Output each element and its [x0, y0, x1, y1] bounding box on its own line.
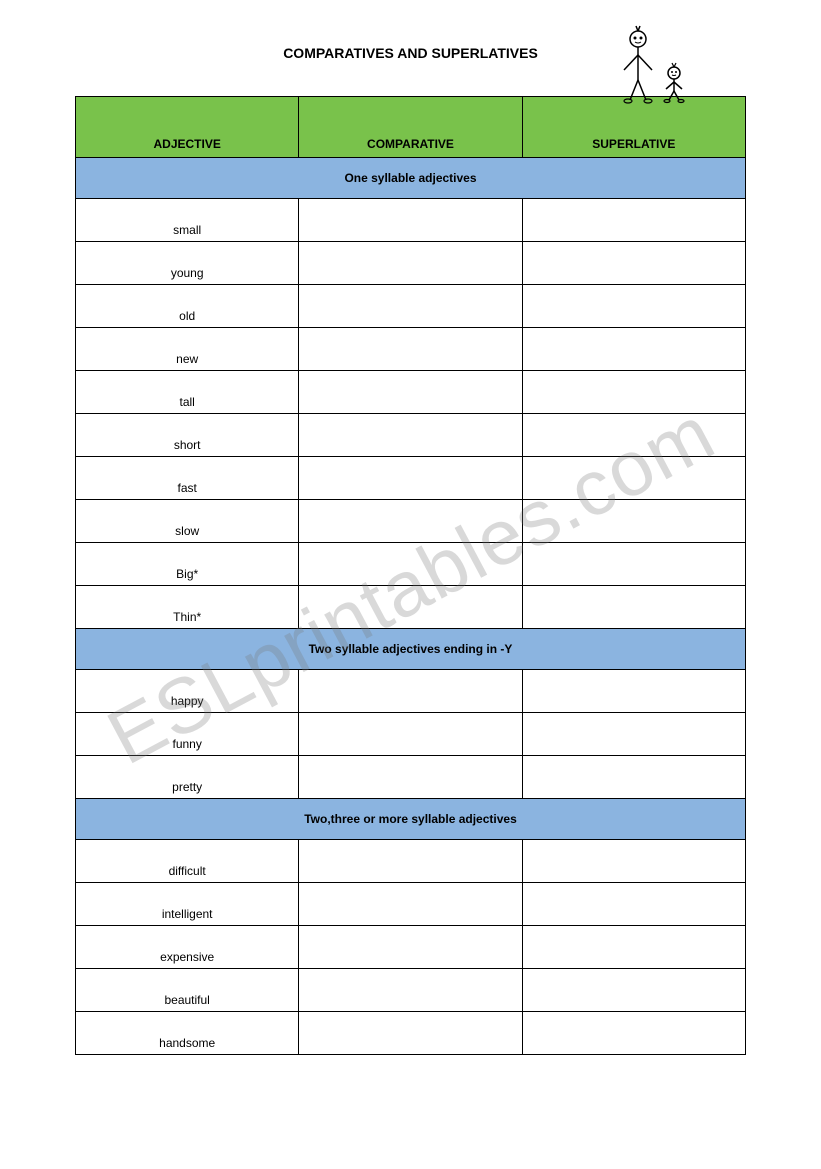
table-row: tall	[76, 371, 746, 414]
adjective-cell: young	[76, 242, 299, 285]
worksheet-table: ADJECTIVE COMPARATIVE SUPERLATIVE One sy…	[75, 96, 746, 1055]
adjective-cell: small	[76, 199, 299, 242]
superlative-cell[interactable]	[522, 713, 745, 756]
table-row: old	[76, 285, 746, 328]
section-label: Two,three or more syllable adjectives	[76, 799, 746, 840]
superlative-cell[interactable]	[522, 969, 745, 1012]
superlative-cell[interactable]	[522, 328, 745, 371]
table-row: Thin*	[76, 586, 746, 629]
comparative-cell[interactable]	[299, 242, 522, 285]
section-row: Two syllable adjectives ending in -Y	[76, 629, 746, 670]
comparative-cell[interactable]	[299, 285, 522, 328]
adjective-cell: expensive	[76, 926, 299, 969]
superlative-cell[interactable]	[522, 500, 745, 543]
comparative-cell[interactable]	[299, 713, 522, 756]
superlative-cell[interactable]	[522, 199, 745, 242]
comparative-cell[interactable]	[299, 670, 522, 713]
table-row: small	[76, 199, 746, 242]
section-label: One syllable adjectives	[76, 158, 746, 199]
superlative-cell[interactable]	[522, 1012, 745, 1055]
col-header-adjective: ADJECTIVE	[76, 97, 299, 158]
table-row: short	[76, 414, 746, 457]
table-row: slow	[76, 500, 746, 543]
adjective-cell: difficult	[76, 840, 299, 883]
page-title: COMPARATIVES AND SUPERLATIVES	[283, 45, 538, 61]
adjective-cell: new	[76, 328, 299, 371]
table-row: Big*	[76, 543, 746, 586]
section-label: Two syllable adjectives ending in -Y	[76, 629, 746, 670]
superlative-cell[interactable]	[522, 926, 745, 969]
table-row: intelligent	[76, 883, 746, 926]
comparative-cell[interactable]	[299, 414, 522, 457]
comparative-cell[interactable]	[299, 457, 522, 500]
page-container: COMPARATIVES AND SUPERLATIVES	[0, 0, 821, 1085]
table-row: pretty	[76, 756, 746, 799]
superlative-cell[interactable]	[522, 840, 745, 883]
table-row: beautiful	[76, 969, 746, 1012]
superlative-cell[interactable]	[522, 756, 745, 799]
table-row: funny	[76, 713, 746, 756]
adjective-cell: intelligent	[76, 883, 299, 926]
superlative-cell[interactable]	[522, 285, 745, 328]
superlative-cell[interactable]	[522, 883, 745, 926]
comparative-cell[interactable]	[299, 586, 522, 629]
tall-short-illustration	[606, 25, 706, 105]
comparative-cell[interactable]	[299, 969, 522, 1012]
col-header-superlative: SUPERLATIVE	[522, 97, 745, 158]
title-row: COMPARATIVES AND SUPERLATIVES	[75, 40, 746, 61]
comparative-cell[interactable]	[299, 371, 522, 414]
comparative-cell[interactable]	[299, 840, 522, 883]
table-row: difficult	[76, 840, 746, 883]
comparative-cell[interactable]	[299, 926, 522, 969]
adjective-cell: fast	[76, 457, 299, 500]
comparative-cell[interactable]	[299, 199, 522, 242]
comparative-cell[interactable]	[299, 328, 522, 371]
adjective-cell: beautiful	[76, 969, 299, 1012]
adjective-cell: Thin*	[76, 586, 299, 629]
adjective-cell: handsome	[76, 1012, 299, 1055]
superlative-cell[interactable]	[522, 457, 745, 500]
section-row: Two,three or more syllable adjectives	[76, 799, 746, 840]
comparative-cell[interactable]	[299, 756, 522, 799]
adjective-cell: funny	[76, 713, 299, 756]
adjective-cell: tall	[76, 371, 299, 414]
superlative-cell[interactable]	[522, 371, 745, 414]
adjective-cell: slow	[76, 500, 299, 543]
superlative-cell[interactable]	[522, 414, 745, 457]
comparative-cell[interactable]	[299, 543, 522, 586]
superlative-cell[interactable]	[522, 586, 745, 629]
table-row: happy	[76, 670, 746, 713]
table-header-row: ADJECTIVE COMPARATIVE SUPERLATIVE	[76, 97, 746, 158]
adjective-cell: Big*	[76, 543, 299, 586]
section-row: One syllable adjectives	[76, 158, 746, 199]
comparative-cell[interactable]	[299, 883, 522, 926]
table-row: expensive	[76, 926, 746, 969]
table-row: new	[76, 328, 746, 371]
superlative-cell[interactable]	[522, 242, 745, 285]
col-header-comparative: COMPARATIVE	[299, 97, 522, 158]
adjective-cell: old	[76, 285, 299, 328]
table-row: young	[76, 242, 746, 285]
table-row: handsome	[76, 1012, 746, 1055]
adjective-cell: happy	[76, 670, 299, 713]
adjective-cell: short	[76, 414, 299, 457]
superlative-cell[interactable]	[522, 670, 745, 713]
table-row: fast	[76, 457, 746, 500]
adjective-cell: pretty	[76, 756, 299, 799]
comparative-cell[interactable]	[299, 500, 522, 543]
superlative-cell[interactable]	[522, 543, 745, 586]
comparative-cell[interactable]	[299, 1012, 522, 1055]
